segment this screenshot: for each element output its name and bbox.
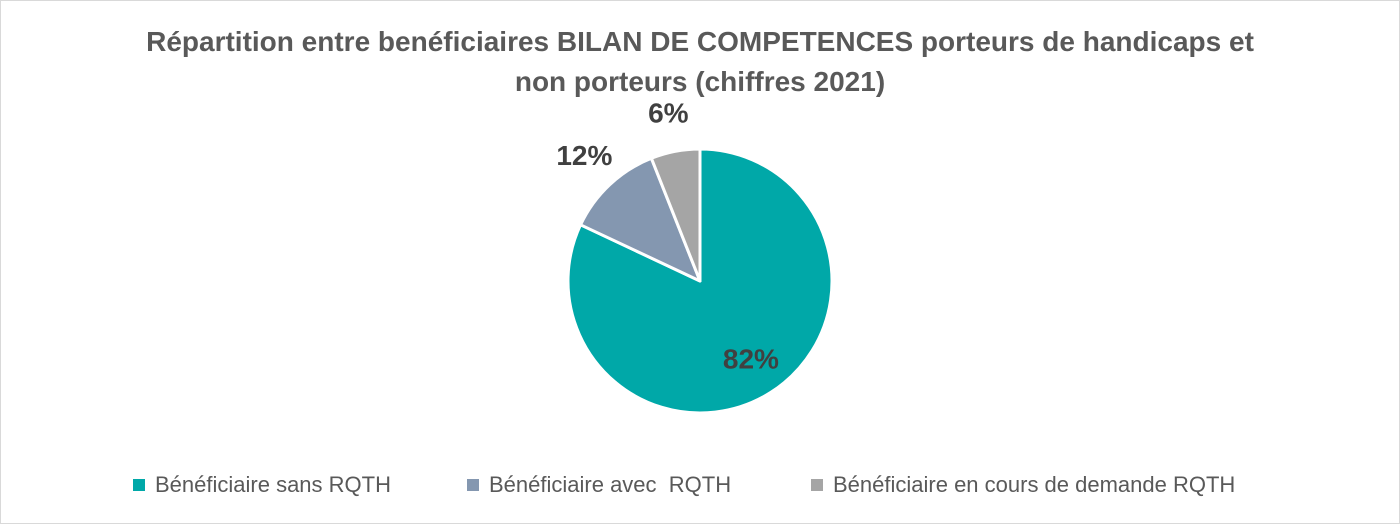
legend-label-en-cours: Bénéficiaire en cours de demande RQTH	[833, 472, 1236, 497]
pie-slices	[566, 147, 834, 415]
chart-title-line-2: non porteurs (chiffres 2021)	[514, 66, 886, 97]
pie-slice-avec-rqth	[579, 156, 702, 283]
legend-item-sans-rqth: Bénéficiaire sans RQTH	[133, 470, 391, 500]
data-label-en-cours: 6%	[648, 97, 689, 128]
data-label-avec-rqth: 12%	[556, 140, 612, 171]
legend-label-sans-rqth: Bénéficiaire sans RQTH	[155, 472, 391, 497]
legend-item-en-cours: Bénéficiaire en cours de demande RQTH	[811, 470, 1235, 500]
chart-title-line-1: Répartition entre benéficiaires BILAN DE…	[146, 26, 1254, 57]
data-labels: 82% 12% 6%	[556, 97, 779, 374]
pie-slice-en-cours	[649, 147, 702, 283]
legend-swatch-avec-rqth	[467, 479, 479, 491]
legend-swatch-sans-rqth	[133, 479, 145, 491]
legend: Bénéficiaire sans RQTH Bénéficiaire avec…	[0, 470, 1400, 500]
chart-title: Répartition entre benéficiaires BILAN DE…	[100, 22, 1300, 102]
data-label-sans-rqth: 82%	[723, 344, 779, 375]
legend-label-avec-rqth: Bénéficiaire avec RQTH	[489, 472, 732, 497]
legend-item-avec-rqth: Bénéficiaire avec RQTH	[467, 470, 731, 500]
legend-swatch-en-cours	[811, 479, 823, 491]
